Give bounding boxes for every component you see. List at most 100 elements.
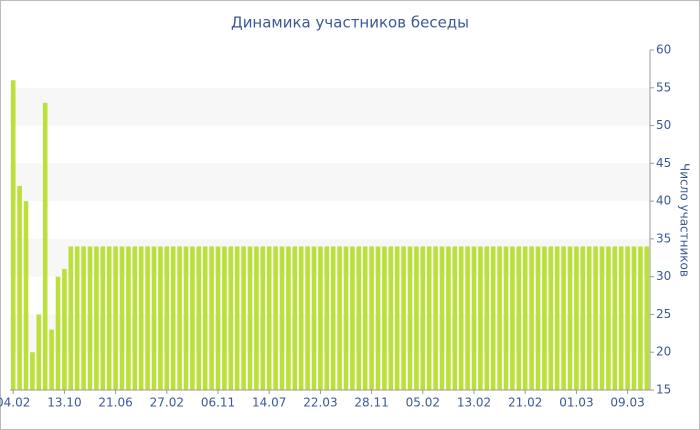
- x-tick-label: 01.03: [559, 396, 593, 410]
- bar: [132, 246, 138, 390]
- bar: [234, 246, 240, 390]
- bar: [407, 246, 413, 390]
- bar: [369, 246, 374, 390]
- y-tick-label: 50: [656, 118, 671, 132]
- bar: [202, 246, 208, 390]
- bar: [279, 246, 285, 390]
- x-tick-label: 06.11: [201, 396, 235, 410]
- bar: [222, 246, 227, 390]
- bar: [119, 246, 125, 390]
- y-tick-label: 60: [656, 43, 671, 57]
- bar: [36, 314, 42, 390]
- bar: [49, 329, 54, 390]
- bar: [292, 246, 298, 390]
- bar: [138, 246, 144, 390]
- bar: [10, 80, 16, 390]
- bar: [586, 246, 592, 390]
- y-axis-title: Число участников: [678, 163, 692, 277]
- bar: [62, 269, 67, 390]
- bar: [356, 246, 362, 390]
- chart-title: Динамика участников беседы: [231, 14, 469, 32]
- bar: [593, 246, 598, 390]
- bar: [606, 246, 611, 390]
- bar: [298, 246, 304, 390]
- bar: [55, 276, 61, 390]
- bar: [388, 246, 394, 390]
- bar: [215, 246, 221, 390]
- bar: [490, 246, 496, 390]
- bar: [561, 246, 566, 390]
- bar: [631, 246, 637, 390]
- bar: [158, 246, 163, 390]
- bar: [100, 246, 106, 390]
- bar: [394, 246, 400, 390]
- bar: [548, 246, 554, 390]
- bar: [484, 246, 490, 390]
- bar: [23, 201, 29, 390]
- bar: [337, 246, 342, 390]
- bar: [190, 246, 195, 390]
- grid-band: [10, 314, 650, 353]
- bar: [574, 246, 579, 390]
- bar: [522, 246, 528, 390]
- y-tick-label: 35: [656, 231, 671, 245]
- bar: [254, 246, 259, 390]
- bar: [618, 246, 624, 390]
- x-tick-label: 13.02: [457, 396, 491, 410]
- x-tick-label: 13.10: [47, 396, 81, 410]
- bar: [151, 246, 157, 390]
- bar: [433, 246, 438, 390]
- bar: [241, 246, 246, 390]
- bar: [113, 246, 118, 390]
- bar: [638, 246, 643, 390]
- bar: [414, 246, 419, 390]
- bar: [542, 246, 547, 390]
- x-tick-label: 21.06: [98, 396, 132, 410]
- bar: [580, 246, 586, 390]
- x-tick-label: 04.02: [0, 396, 30, 410]
- y-tick-label: 30: [656, 269, 671, 283]
- bar: [94, 246, 99, 390]
- bar: [426, 246, 432, 390]
- bar: [471, 246, 477, 390]
- bar: [350, 246, 355, 390]
- y-tick-label: 25: [656, 307, 671, 321]
- bar: [81, 246, 86, 390]
- bar: [554, 246, 560, 390]
- y-tick-label: 20: [656, 345, 671, 359]
- bar: [510, 246, 515, 390]
- bar: [535, 246, 541, 390]
- x-tick-label: 28.11: [354, 396, 388, 410]
- bar: [343, 246, 349, 390]
- x-tick-label: 21.02: [508, 396, 542, 410]
- x-tick-label: 27.02: [150, 396, 184, 410]
- bar: [74, 246, 80, 390]
- x-tick-label: 09.03: [610, 396, 644, 410]
- bar: [465, 246, 470, 390]
- bar: [17, 186, 22, 390]
- bar: [625, 246, 630, 390]
- bar: [446, 246, 451, 390]
- bar: [196, 246, 202, 390]
- bar: [612, 246, 618, 390]
- bar: [247, 246, 253, 390]
- bar: [106, 246, 112, 390]
- bar: [330, 246, 336, 390]
- y-tick-label: 55: [656, 80, 671, 94]
- bar: [30, 352, 35, 390]
- x-tick-label: 05.02: [406, 396, 440, 410]
- bar: [266, 246, 272, 390]
- bar: [68, 246, 74, 390]
- bar: [305, 246, 310, 390]
- bar: [170, 246, 176, 390]
- bar: [164, 246, 170, 390]
- bar: [87, 246, 93, 390]
- x-tick-label: 14.07: [252, 396, 286, 410]
- bar: [177, 246, 182, 390]
- bar: [42, 102, 48, 390]
- bar: [311, 246, 317, 390]
- bar: [145, 246, 150, 390]
- x-tick-label: 22.03: [303, 396, 337, 410]
- bar: [318, 246, 323, 390]
